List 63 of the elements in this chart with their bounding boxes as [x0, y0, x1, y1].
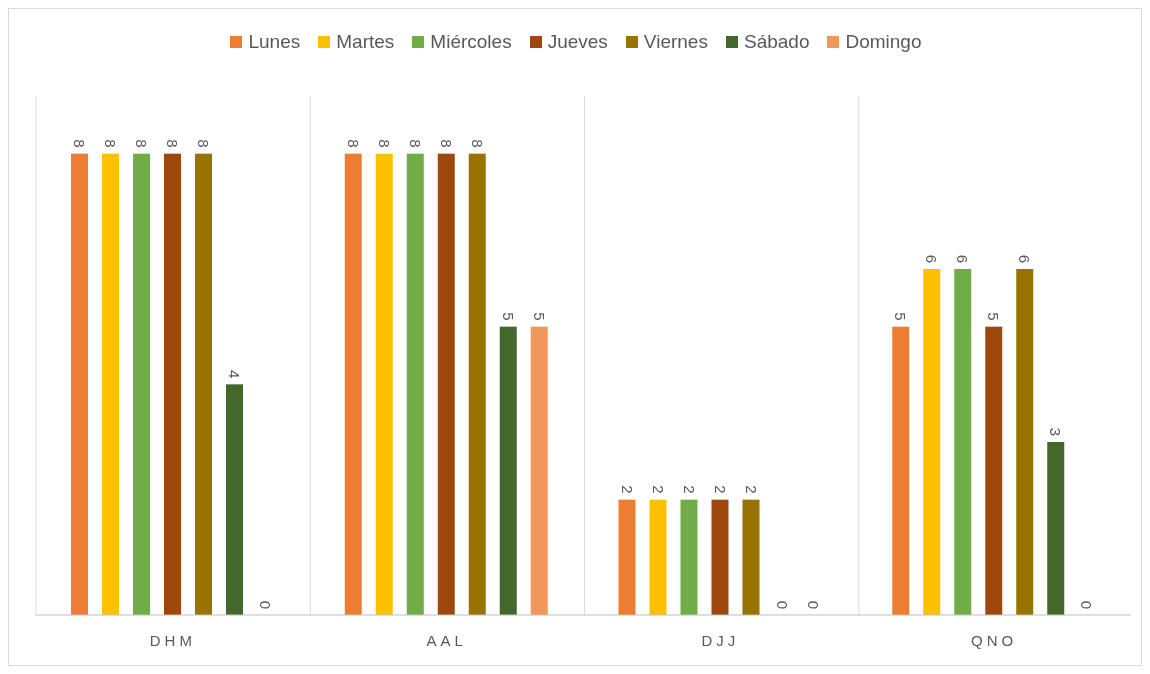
data-label: 8: [71, 139, 88, 148]
bar: [892, 326, 910, 615]
legend-label: Lunes: [247, 31, 301, 53]
bar: [1016, 269, 1034, 615]
data-label: 6: [923, 254, 941, 263]
bar: [649, 499, 667, 615]
bar: [468, 153, 486, 615]
data-label: 2: [618, 485, 636, 494]
x-tick-label: DHM: [149, 631, 196, 649]
bar: [985, 326, 1003, 615]
data-label: 8: [164, 139, 181, 148]
data-label: 2: [742, 485, 760, 494]
bar: [923, 269, 941, 615]
data-label: 8: [102, 139, 119, 148]
data-label: 6: [1016, 254, 1034, 263]
bar: [954, 269, 972, 615]
bar: [102, 153, 119, 615]
data-label: 0: [257, 600, 274, 609]
legend-label: Martes: [335, 31, 395, 53]
bar: [618, 499, 636, 615]
data-label: 5: [892, 312, 910, 321]
bar: [195, 153, 212, 615]
bar: [437, 153, 455, 615]
data-label: 8: [344, 139, 362, 148]
bar: [530, 326, 548, 615]
bar: [711, 499, 729, 615]
data-label: 6: [954, 254, 972, 263]
data-label: 5: [499, 312, 517, 321]
data-label: 8: [437, 139, 455, 148]
data-label: 8: [468, 139, 486, 148]
data-label: 8: [406, 139, 424, 148]
legend-label: Domingo: [844, 31, 922, 53]
legend-label: Miércoles: [429, 31, 512, 53]
x-tick-label: DJJ: [701, 631, 740, 649]
bar: [1047, 442, 1065, 615]
data-label: 8: [195, 139, 212, 148]
bar: [406, 153, 424, 615]
data-label: 5: [530, 312, 548, 321]
data-label: 2: [649, 485, 667, 494]
legend-label: Sábado: [742, 31, 810, 53]
bar: [499, 326, 517, 615]
bar: [164, 153, 181, 615]
data-label: 8: [133, 139, 150, 148]
bar: [742, 499, 760, 615]
bar: [133, 153, 150, 615]
data-label: 0: [773, 600, 791, 609]
data-label: 8: [375, 139, 393, 148]
bar: [375, 153, 393, 615]
bar: [71, 153, 88, 615]
legend-label: Jueves: [546, 31, 608, 53]
x-tick-label: AAL: [426, 631, 467, 649]
data-label: 2: [711, 485, 729, 494]
data-label: 4: [226, 369, 243, 379]
bar: [344, 153, 362, 615]
data-label: 5: [985, 312, 1003, 321]
bar: [680, 499, 698, 615]
legend-label: Viernes: [642, 31, 708, 53]
data-label: 0: [804, 600, 822, 609]
data-label: 2: [680, 485, 698, 494]
data-label: 3: [1047, 427, 1065, 436]
data-label: 0: [1078, 600, 1096, 609]
bar: [226, 384, 243, 615]
x-tick-label: QNO: [971, 631, 1018, 649]
